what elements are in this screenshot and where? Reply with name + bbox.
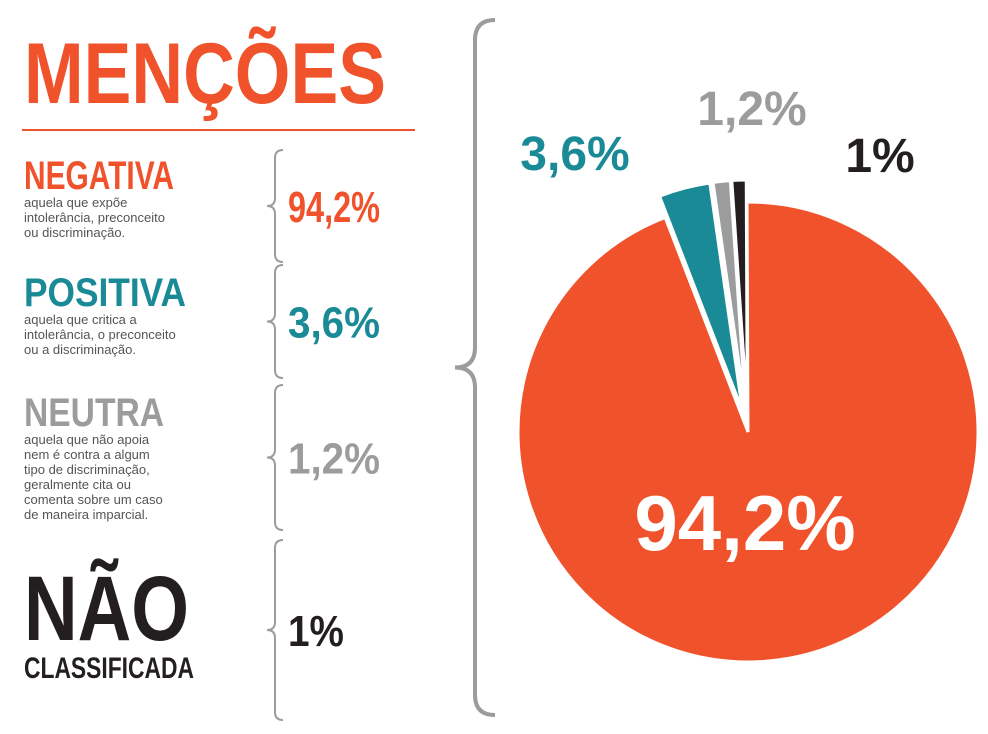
legend-title: NEUTRA xyxy=(24,391,164,435)
legend-description: geralmente cita ou xyxy=(24,477,131,492)
slice-label: 94,2% xyxy=(634,479,855,567)
legend-description: aquela que expõe xyxy=(24,195,127,210)
legend-description: ou discriminação. xyxy=(24,225,125,240)
page-title: MENÇÕES xyxy=(24,26,386,122)
legend-title: POSITIVA xyxy=(24,271,186,315)
brace xyxy=(454,18,496,717)
pie-slice xyxy=(730,178,749,411)
legend-description: intolerância, preconceito xyxy=(24,210,165,225)
slice-label: 1,2% xyxy=(697,83,806,136)
brace xyxy=(266,264,284,379)
legend-value: 1,2% xyxy=(288,435,380,484)
brace xyxy=(266,149,284,263)
legend-title: NEGATIVA xyxy=(24,154,174,198)
legend-description: intolerância, o preconceito xyxy=(24,327,176,342)
legend-value: 1% xyxy=(288,607,344,656)
slice-label: 3,6% xyxy=(520,128,629,181)
legend-title: NÃO xyxy=(24,557,189,660)
legend-description: ou a discriminação. xyxy=(24,342,136,357)
slice-label: 1% xyxy=(845,130,914,183)
pie-slice xyxy=(711,179,748,411)
legend-title: CLASSIFICADA xyxy=(24,652,194,685)
legend-value: 3,6% xyxy=(288,299,380,348)
brace xyxy=(266,539,284,721)
legend-description: de maneira imparcial. xyxy=(24,507,148,522)
legend-value: 94,2% xyxy=(288,183,380,232)
pie-slice xyxy=(657,181,744,412)
legend-description: nem é contra a algum xyxy=(24,447,150,462)
legend-description: tipo de discriminação, xyxy=(24,462,150,477)
legend-description: aquela que critica a xyxy=(24,312,138,327)
legend-description: comenta sobre um caso xyxy=(24,492,163,507)
pie-slice xyxy=(516,200,980,664)
brace xyxy=(266,384,284,531)
legend-description: aquela que não apoia xyxy=(24,432,150,447)
